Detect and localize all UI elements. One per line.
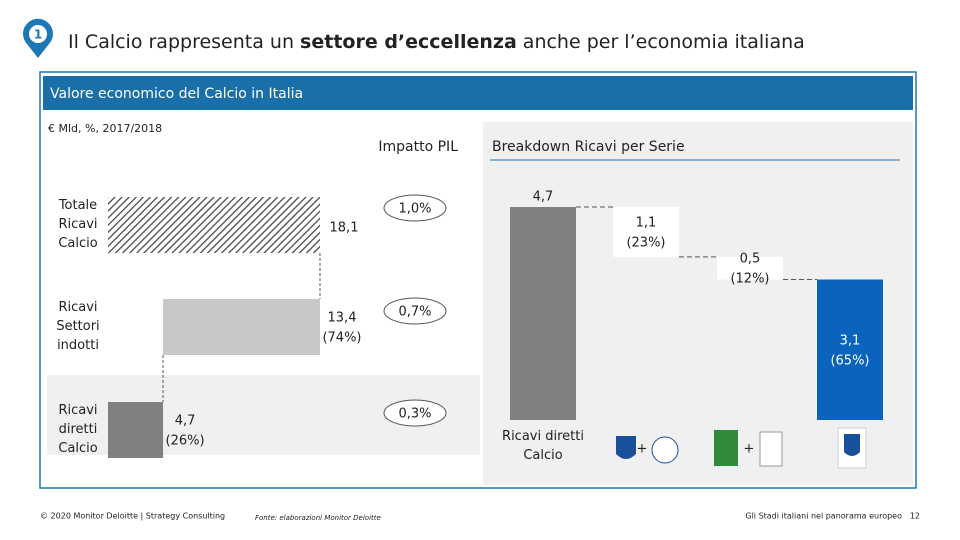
unit-note: € Mld, %, 2017/2018 <box>48 122 162 135</box>
value-label: 4,7 <box>175 414 196 429</box>
share-label: (23%) <box>626 235 665 250</box>
bar <box>108 402 164 458</box>
value-label: 1,1 <box>636 215 657 230</box>
share-label: (12%) <box>730 272 769 287</box>
chart-title: Impatto PIL <box>378 139 458 155</box>
value-label: 0,5 <box>740 252 761 267</box>
category-label: Ricavi Settori indotti <box>56 300 100 353</box>
share-label: (74%) <box>322 331 361 346</box>
frame <box>39 71 917 489</box>
bar <box>613 207 679 257</box>
bar <box>108 197 320 253</box>
pil-bubble <box>383 297 447 325</box>
share-label: (26%) <box>166 434 205 449</box>
plus-sign: + <box>637 442 648 457</box>
chart-title: Breakdown Ricavi per Serie <box>492 139 685 155</box>
pil-label: 0,7% <box>398 305 431 320</box>
value-label: 4,7 <box>533 190 554 205</box>
value-label: 13,4 <box>328 311 357 326</box>
pil-bubble <box>383 194 447 222</box>
plus-sign: + <box>744 442 755 457</box>
pil-label: 0,3% <box>398 407 431 422</box>
bar <box>510 207 576 420</box>
title-part: Il Calcio rappresenta un <box>68 31 300 53</box>
logos <box>616 427 867 469</box>
footer-source: Fonte: elaborazioni Monitor Deloitte <box>255 514 381 522</box>
bar <box>817 279 883 420</box>
value-label: 18,1 <box>330 221 359 236</box>
pil-label: 1,0% <box>398 202 431 217</box>
category-label: Totale Ricavi Calcio <box>58 198 98 251</box>
category-label: Ricavi diretti Calcio <box>502 429 584 463</box>
bar <box>163 299 320 355</box>
pil-bubble <box>383 399 447 427</box>
page-number: 12 <box>910 512 920 521</box>
banner <box>43 76 913 110</box>
title-part: anche per l’economia italiana <box>517 31 805 53</box>
bar <box>717 256 783 280</box>
share-label: (65%) <box>830 353 869 368</box>
slide-title: Il Calcio rappresenta un settore d’eccel… <box>68 31 805 53</box>
title-part: settore d’eccellenza <box>300 31 517 53</box>
pin-number: 1 <box>34 28 42 42</box>
pin-core <box>29 25 47 43</box>
footer-right: Gli Stadi italiani nel panorama europeo <box>745 512 902 521</box>
category-label: Ricavi diretti Calcio <box>58 403 98 456</box>
footer-left: © 2020 Monitor Deloitte | Strategy Consu… <box>40 512 225 521</box>
banner-text: Valore economico del Calcio in Italia <box>50 86 303 102</box>
value-label: 3,1 <box>840 333 861 348</box>
